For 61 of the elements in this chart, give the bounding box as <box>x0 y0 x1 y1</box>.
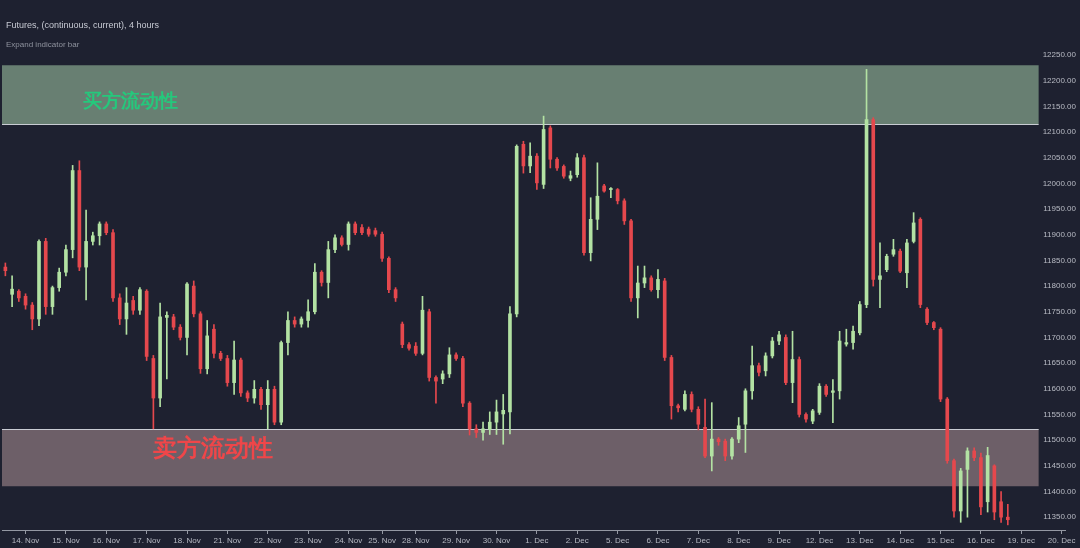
candlestick <box>709 402 714 472</box>
x-tick-label: 15. Nov <box>52 536 80 545</box>
y-tick-label: 11650.00 <box>1043 358 1077 368</box>
x-tick-label: 16. Nov <box>92 536 121 545</box>
x-tick-label: 1. Dec <box>525 536 549 545</box>
x-tick-label: 7. Dec <box>686 536 710 545</box>
y-tick-label: 11450.00 <box>1043 461 1077 471</box>
x-tick-label: 14. Dec <box>886 536 914 545</box>
x-tick-label: 8. Dec <box>727 536 751 545</box>
x-tick-label: 20. Dec <box>1047 536 1076 545</box>
x-tick-label: 24. Nov <box>334 536 363 545</box>
x-tick-label: 30. Nov <box>482 536 511 545</box>
text: Expand indicator bar <box>6 39 80 50</box>
y-tick-label: 12250.00 <box>1042 50 1077 60</box>
band-label: 卖方流动性 <box>153 433 273 462</box>
x-tick-label: 9. Dec <box>767 536 791 545</box>
x-tick-label: 19. Dec <box>1007 536 1036 545</box>
y-tick-label: 11350.00 <box>1043 512 1077 522</box>
candlestick <box>434 375 438 404</box>
candlestick <box>831 379 835 424</box>
y-tick-label: 11700.00 <box>1043 332 1077 342</box>
candlestick <box>501 394 506 445</box>
y-tick-label: 11950.00 <box>1043 204 1077 214</box>
x-tick-label: 5. Dec <box>606 536 630 545</box>
x-tick-label: 25. Nov <box>368 536 396 545</box>
y-tick-label: 11400.00 <box>1043 486 1077 496</box>
candlestick <box>1005 503 1010 526</box>
candlestick <box>165 311 169 380</box>
x-tick-label: 2. Dec <box>565 536 589 545</box>
x-tick-label: 13. Dec <box>846 536 874 545</box>
candlestick <box>10 275 14 307</box>
y-tick-label: 11900.00 <box>1043 229 1077 239</box>
x-tick-label: 15. Dec <box>926 536 955 545</box>
x-tick-label: 21. Nov <box>213 536 242 545</box>
y-tick-label: 11800.00 <box>1043 281 1077 291</box>
candlestick <box>474 424 479 438</box>
candlestick <box>481 421 485 441</box>
y-tick-label: 12150.00 <box>1042 101 1077 111</box>
y-tick-label: 11550.00 <box>1043 409 1077 419</box>
candlestick <box>609 187 613 199</box>
chart-subtitle: Futures, (continuous, current), 4 hours <box>6 20 160 31</box>
y-tick-label: 11500.00 <box>1043 435 1077 445</box>
y-tick-label: 12200.00 <box>1042 75 1077 85</box>
x-tick-label: 18. Nov <box>173 536 201 545</box>
x-tick-label: 22. Nov <box>253 536 282 545</box>
y-tick-label: 11600.00 <box>1043 383 1077 393</box>
y-tick-label: 11750.00 <box>1043 306 1077 316</box>
x-tick-label: 6. Dec <box>646 536 670 545</box>
y-tick-label: 12050.00 <box>1042 152 1077 162</box>
y-tick-label: 12100.00 <box>1042 127 1077 137</box>
x-tick-label: 12. Dec <box>805 536 834 545</box>
x-tick-label: 28. Nov <box>401 536 430 545</box>
x-tick-label: 17. Nov <box>132 536 161 545</box>
candlestick <box>878 242 882 308</box>
x-tick-label: 29. Nov <box>442 536 470 545</box>
y-tick-label: 11850.00 <box>1043 255 1077 265</box>
y-tick-label: 12000.00 <box>1042 178 1077 188</box>
x-tick-label: 23. Nov <box>294 536 322 545</box>
x-tick-label: 16. Dec <box>967 536 995 545</box>
band-label: 买方流动性 <box>83 89 178 112</box>
x-tick-label: 14. Nov <box>11 536 40 545</box>
